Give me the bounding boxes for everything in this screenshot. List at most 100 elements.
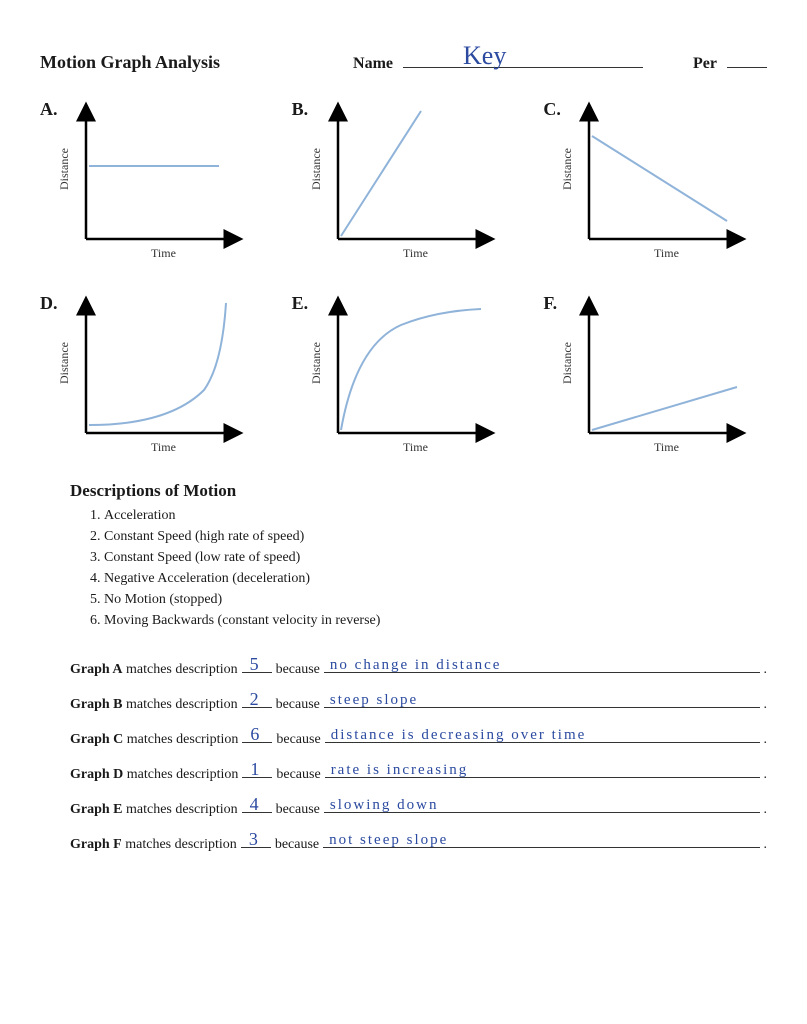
description-item: No Motion (stopped) <box>104 589 767 610</box>
description-item: Constant Speed (low rate of speed) <box>104 547 767 568</box>
header-row: Motion Graph Analysis Name Key Per <box>40 50 767 73</box>
descriptions-section: Descriptions of Motion AccelerationConst… <box>40 481 767 631</box>
per-label: Per <box>693 55 717 73</box>
graph-word: Graph A <box>70 662 123 677</box>
page-title: Motion Graph Analysis <box>40 52 220 73</box>
graph-word: Graph F <box>70 837 122 852</box>
match-reason-field[interactable]: not steep slope <box>323 832 759 848</box>
match-reason: no change in distance <box>330 657 502 674</box>
match-reason-field[interactable]: rate is increasing <box>325 762 760 778</box>
match-number-field[interactable]: 3 <box>241 832 271 848</box>
because-text: because <box>276 662 320 678</box>
match-reason: rate is increasing <box>331 762 469 779</box>
match-number-field[interactable]: 2 <box>242 692 272 708</box>
descriptions-heading: Descriptions of Motion <box>70 481 767 501</box>
match-reason: not steep slope <box>329 832 448 849</box>
x-axis-label: Time <box>151 440 176 454</box>
y-axis-label: Distance <box>560 342 574 384</box>
description-item: Acceleration <box>104 505 767 526</box>
graph-word: Graph E <box>70 802 123 817</box>
match-number: 5 <box>250 654 259 675</box>
graph-grid: A.TimeDistanceB.TimeDistanceC.TimeDistan… <box>40 101 767 455</box>
y-axis-label: Distance <box>57 342 71 384</box>
match-number-field[interactable]: 1 <box>242 762 272 778</box>
y-axis-label: Distance <box>560 148 574 190</box>
description-item: Moving Backwards (constant velocity in r… <box>104 610 767 631</box>
graph-cell-F: F. Time Distance <box>543 295 767 455</box>
because-text: because <box>276 802 320 818</box>
match-number-field[interactable]: 4 <box>242 797 272 813</box>
matches-text: matches description <box>123 732 238 747</box>
matches-text: matches description <box>123 662 238 677</box>
match-row-D: Graph D matches description 1 because ra… <box>70 762 767 783</box>
x-axis-label: Time <box>654 440 679 454</box>
matches-text: matches description <box>123 697 238 712</box>
data-line <box>592 136 727 221</box>
data-line <box>341 309 481 430</box>
motion-graph: Time Distance <box>54 295 244 455</box>
per-field[interactable] <box>727 50 767 68</box>
graph-word: Graph C <box>70 732 123 747</box>
graph-letter: D. <box>40 293 58 314</box>
graph-letter: E. <box>292 293 309 314</box>
graph-cell-E: E. Time Distance <box>292 295 516 455</box>
y-axis-label: Distance <box>309 148 323 190</box>
graph-cell-A: A. Time Distance <box>40 101 264 261</box>
match-row-B: Graph B matches description 2 because st… <box>70 692 767 713</box>
match-reason: steep slope <box>330 692 418 709</box>
description-item: Negative Acceleration (deceleration) <box>104 568 767 589</box>
match-number: 1 <box>250 759 259 780</box>
match-number: 3 <box>249 829 258 850</box>
graph-cell-D: D. Time Distance <box>40 295 264 455</box>
data-line <box>89 303 226 425</box>
name-label: Name <box>353 55 393 73</box>
match-number: 6 <box>250 724 259 745</box>
graph-letter: F. <box>543 293 557 314</box>
matches-text: matches description <box>123 802 238 817</box>
match-number-field[interactable]: 5 <box>242 657 272 673</box>
match-reason-field[interactable]: distance is decreasing over time <box>325 727 760 743</box>
motion-graph: Time Distance <box>54 101 244 261</box>
descriptions-list: AccelerationConstant Speed (high rate of… <box>104 505 767 631</box>
graph-cell-B: B. Time Distance <box>292 101 516 261</box>
match-reason-field[interactable]: slowing down <box>324 797 760 813</box>
name-field[interactable]: Key <box>403 50 643 68</box>
data-line <box>592 387 737 430</box>
because-text: because <box>276 732 320 748</box>
description-item: Constant Speed (high rate of speed) <box>104 526 767 547</box>
match-reason: slowing down <box>330 797 439 814</box>
matches-text: matches description <box>122 837 237 852</box>
y-axis-label: Distance <box>309 342 323 384</box>
x-axis-label: Time <box>654 246 679 260</box>
because-text: because <box>276 767 320 783</box>
matches-section: Graph A matches description 5 because no… <box>70 657 767 853</box>
name-value: Key <box>463 41 506 71</box>
match-reason: distance is decreasing over time <box>331 727 587 744</box>
y-axis-label: Distance <box>57 148 71 190</box>
match-row-A: Graph A matches description 5 because no… <box>70 657 767 678</box>
x-axis-label: Time <box>403 246 428 260</box>
motion-graph: Time Distance <box>306 101 496 261</box>
x-axis-label: Time <box>151 246 176 260</box>
match-number: 2 <box>250 689 259 710</box>
match-number: 4 <box>250 794 259 815</box>
match-row-F: Graph F matches description 3 because no… <box>70 832 767 853</box>
graph-word: Graph B <box>70 697 123 712</box>
because-text: because <box>275 837 319 853</box>
because-text: because <box>276 697 320 713</box>
x-axis-label: Time <box>403 440 428 454</box>
match-row-E: Graph E matches description 4 because sl… <box>70 797 767 818</box>
matches-text: matches description <box>123 767 238 782</box>
graph-word: Graph D <box>70 767 123 782</box>
motion-graph: Time Distance <box>557 101 747 261</box>
match-row-C: Graph C matches description 6 because di… <box>70 727 767 748</box>
match-reason-field[interactable]: no change in distance <box>324 657 760 673</box>
match-reason-field[interactable]: steep slope <box>324 692 760 708</box>
motion-graph: Time Distance <box>557 295 747 455</box>
data-line <box>341 111 421 236</box>
graph-letter: A. <box>40 99 58 120</box>
graph-letter: B. <box>292 99 309 120</box>
match-number-field[interactable]: 6 <box>242 727 272 743</box>
graph-cell-C: C.TimeDistance <box>543 101 767 261</box>
motion-graph: Time Distance <box>306 295 496 455</box>
